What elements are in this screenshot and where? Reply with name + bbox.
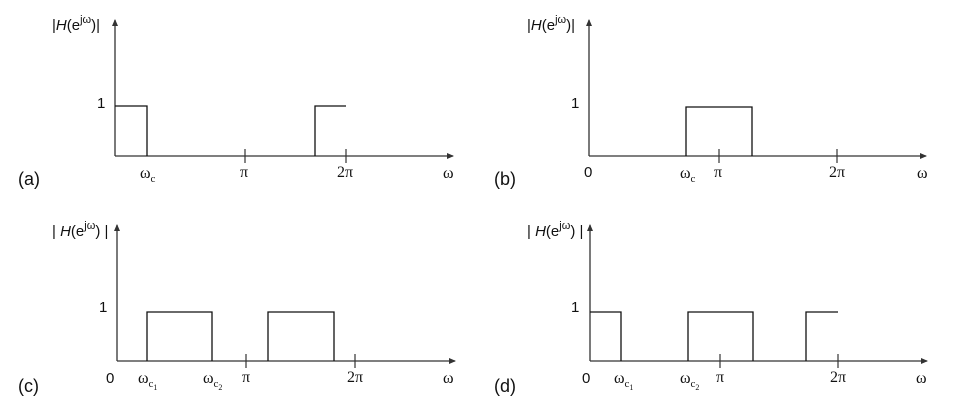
panel-b-one-label: 1 <box>571 95 579 112</box>
panel-b-passband <box>685 106 753 156</box>
panel-c-tick-label-wc2: ωc2 <box>203 370 222 392</box>
panel-b-tick-label-pi: π <box>714 164 722 181</box>
panel-b-label: (b) <box>494 169 516 189</box>
panel-c-tick-label-2pi: 2π <box>347 369 363 386</box>
panel-a-one-label: 1 <box>97 95 105 112</box>
panel-c-zero-label: 0 <box>106 370 114 387</box>
panel-a: |H(ejω)| 1 ωc π 2π ω (a) <box>18 14 454 189</box>
panel-c-one-label: 1 <box>99 299 107 316</box>
panel-d-label: (d) <box>494 376 516 396</box>
panel-a-passband-2 <box>314 105 346 156</box>
panel-d-y-label: | H(ejω) | <box>527 220 583 240</box>
panel-d-tick-label-wc2: ωc2 <box>680 370 699 392</box>
panel-b-x-axis-label: ω <box>917 165 928 182</box>
panel-d-tick-label-pi: π <box>716 369 724 386</box>
panel-a-y-label: |H(ejω)| <box>52 14 100 34</box>
panel-d-tick-label-wc1: ωc1 <box>614 370 633 392</box>
panel-b-tick-label-2pi: 2π <box>829 164 845 181</box>
panel-d-passband-low <box>590 311 622 361</box>
panel-d: | H(ejω) | 1 0 ωc1 ωc2 π 2π ω (d) <box>494 220 928 396</box>
panel-b-y-label: |H(ejω)| <box>527 14 575 34</box>
panel-a-passband-1 <box>115 105 148 156</box>
panel-d-x-axis-label: ω <box>916 370 927 387</box>
panel-a-tick-label-pi: π <box>240 164 248 181</box>
panel-a-label: (a) <box>18 169 40 189</box>
panel-a-tick-label-wc: ωc <box>140 165 156 185</box>
panel-c-tick-label-wc1: ωc1 <box>138 370 157 392</box>
panel-b-tick-label-wc: ωc <box>680 165 696 185</box>
panel-d-zero-label: 0 <box>582 370 590 387</box>
panel-c-label: (c) <box>18 376 39 396</box>
panel-c-x-axis-label: ω <box>443 370 454 387</box>
panel-b-zero-label: 0 <box>584 164 592 181</box>
panel-d-one-label: 1 <box>571 299 579 316</box>
panel-c: | H(ejω) | 1 0 ωc1 ωc2 π 2π ω (c) <box>18 220 456 396</box>
panel-a-tick-label-2pi: 2π <box>337 164 353 181</box>
panel-c-tick-label-pi: π <box>242 369 250 386</box>
panel-d-passband-mid <box>687 311 754 361</box>
panel-c-passband-2 <box>267 311 335 361</box>
panel-d-tick-label-2pi: 2π <box>830 369 846 386</box>
panel-c-y-label: | H(ejω) | <box>52 220 108 240</box>
panel-c-passband-1 <box>146 311 213 361</box>
panel-b: |H(ejω)| 1 0 ωc π 2π ω (b) <box>494 14 928 189</box>
panel-a-x-axis-label: ω <box>443 165 454 182</box>
panel-d-passband-high <box>805 311 838 361</box>
